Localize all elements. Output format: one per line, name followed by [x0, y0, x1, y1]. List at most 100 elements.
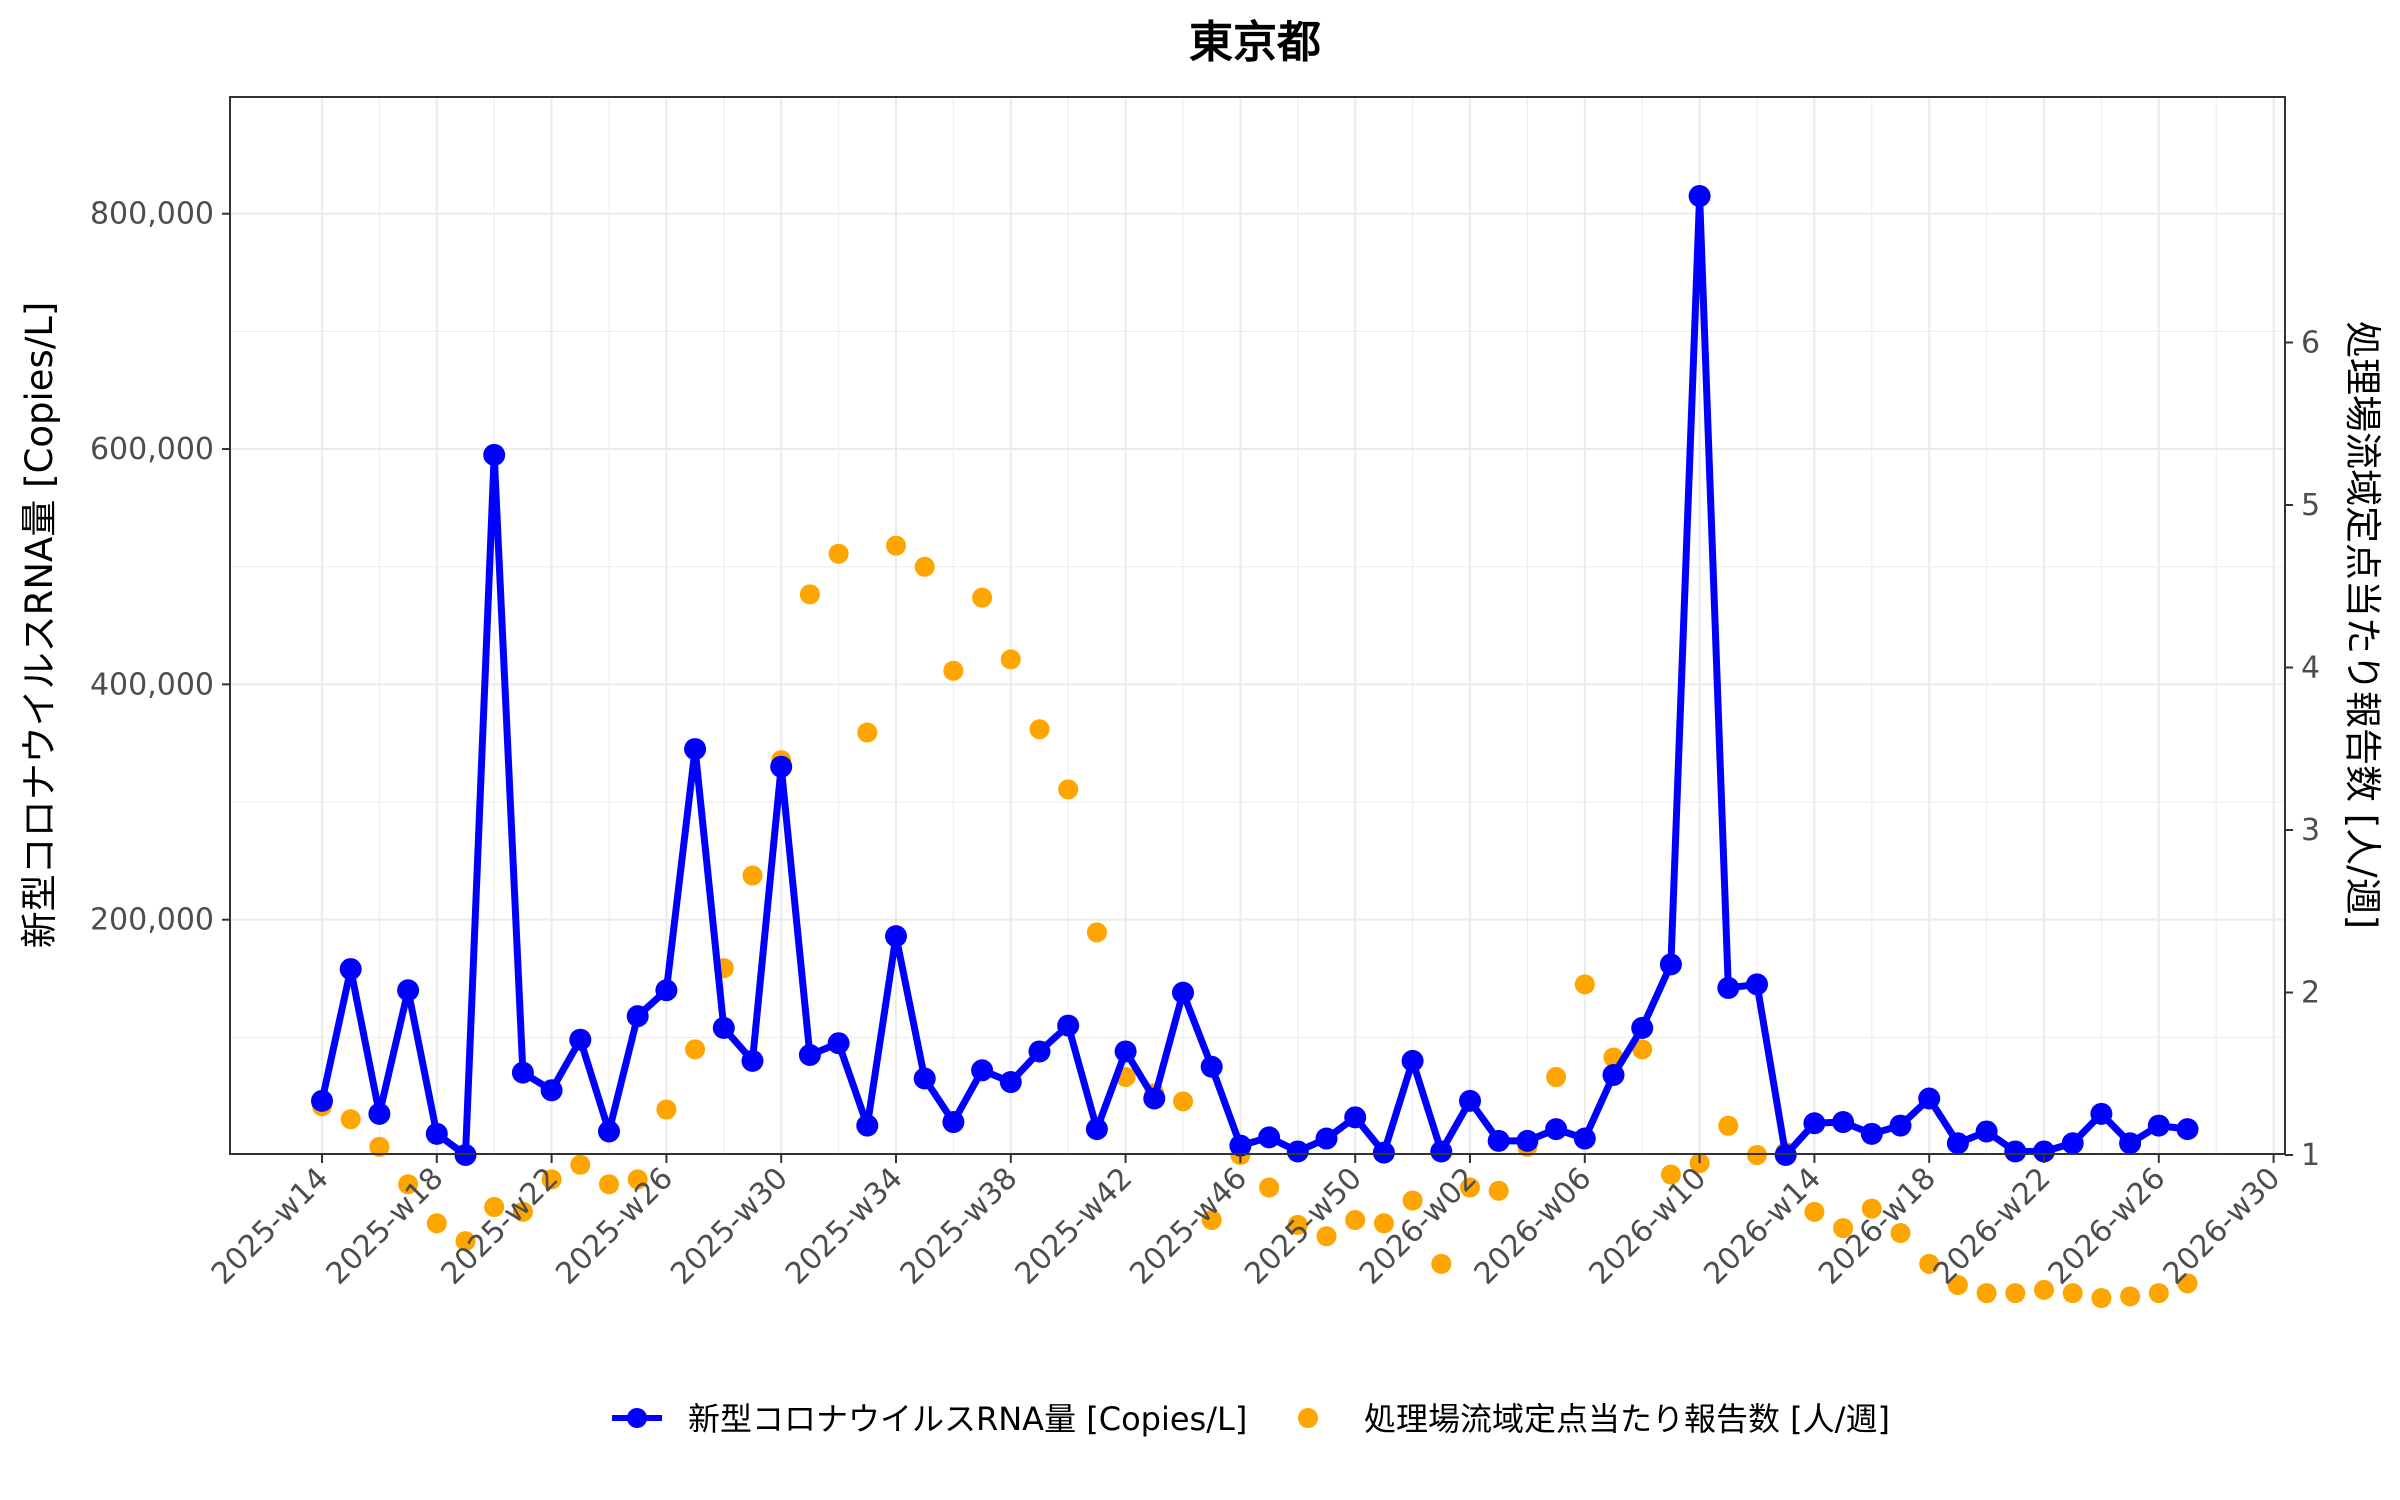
reports-point [1086, 922, 1107, 943]
rna-point [1946, 1132, 1969, 1155]
rna-point [1516, 1129, 1539, 1152]
rna-point [2061, 1132, 2084, 1155]
reports-point [828, 543, 849, 564]
reports-point [1058, 779, 1079, 800]
x-tick-label: 2025-w14 [205, 1161, 336, 1292]
x-tick-label: 2025-w22 [435, 1161, 566, 1292]
right-tick-label: 3 [2301, 813, 2320, 848]
x-tick-label: 2025-w38 [894, 1161, 1025, 1292]
rna-point [2033, 1140, 2055, 1163]
left-tick-label: 200,000 [90, 903, 214, 938]
rna-point [1258, 1126, 1281, 1149]
left-tick-label: 400,000 [90, 667, 214, 702]
x-axis: 2025-w142025-w182025-w222025-w262025-w30… [205, 1154, 2287, 1292]
rna-point [540, 1079, 563, 1102]
reports-point [1976, 1283, 1997, 1304]
rna-point [1401, 1049, 1424, 1072]
reports-point [742, 865, 763, 886]
rna-point [1286, 1140, 1309, 1163]
rna-point [1860, 1122, 1883, 1145]
reports-point [1431, 1253, 1452, 1274]
reports-point [685, 1039, 706, 1060]
reports-point [369, 1136, 390, 1157]
rna-point [2147, 1114, 2170, 1137]
left-axis: 200,000 400,000 600,000 800,000 [90, 197, 230, 938]
x-tick-label: 2026-w06 [1468, 1161, 1599, 1292]
y-right-axis-title: 処理場流域定点当たり報告数 [人/週] [2341, 321, 2384, 929]
rna-point [1114, 1040, 1137, 1063]
reports-point [1173, 1091, 1193, 1112]
left-tick-label: 600,000 [90, 432, 214, 467]
rna-point [999, 1071, 1022, 1094]
legend-rna-label: 新型コロナウイルスRNA量 [Copies/L] [688, 1400, 1247, 1438]
rna-point [311, 1089, 333, 1112]
rna-point [655, 979, 678, 1002]
reports-point [799, 584, 820, 605]
reports-point [512, 1201, 533, 1222]
rna-point [1459, 1089, 1481, 1112]
legend-item-reports: 処理場流域定点当たり報告数 [人/週] [1298, 1400, 1890, 1438]
reports-point [972, 587, 993, 608]
rna-point [1631, 1016, 1654, 1039]
reports-point [1201, 1210, 1222, 1230]
right-tick-label: 4 [2301, 651, 2320, 686]
plot-border [229, 96, 2286, 1155]
legend-reports-marker [1298, 1408, 1318, 1428]
reports-point [1488, 1180, 1509, 1201]
rna-point [368, 1102, 391, 1125]
reports-point [2005, 1283, 2026, 1304]
rna-point [2176, 1118, 2199, 1141]
reports-point [2034, 1279, 2054, 1300]
reports-point [1373, 1213, 1394, 1234]
reports-point [1402, 1190, 1423, 1211]
rna-point [798, 1043, 821, 1066]
reports-point [914, 556, 935, 577]
reports-point [570, 1154, 591, 1175]
right-tick-label: 2 [2301, 976, 2320, 1011]
rna-point [425, 1122, 448, 1145]
x-tick-label: 2026-w10 [1583, 1161, 1714, 1292]
reports-point [484, 1197, 505, 1217]
x-tick-label: 2026-w14 [1697, 1161, 1828, 1292]
reports-point [1259, 1177, 1280, 1198]
reports-point [857, 722, 878, 743]
rna-point [1717, 976, 1740, 999]
reports-point [627, 1169, 648, 1190]
x-tick-label: 2026-w26 [2042, 1161, 2173, 1292]
reports-point [1861, 1198, 1882, 1219]
rna-point [1085, 1118, 1108, 1141]
reports-point [1804, 1201, 1825, 1222]
rna-point [971, 1059, 994, 1082]
x-tick-label: 2026-w30 [2157, 1161, 2288, 1292]
rna-point [339, 958, 362, 981]
rna-point [1229, 1134, 1252, 1157]
legend: 新型コロナウイルスRNA量 [Copies/L] 処理場流域定点当たり報告数 [… [612, 1400, 1890, 1438]
left-tick-label: 800,000 [90, 197, 214, 232]
rna-point [856, 1114, 879, 1137]
reports-point [656, 1099, 677, 1120]
rna-point [2090, 1102, 2113, 1125]
rna-point [2119, 1132, 2142, 1155]
rna-point [1315, 1127, 1338, 1150]
reports-point [1460, 1177, 1480, 1198]
rna-point [1602, 1063, 1625, 1086]
rna-point [1975, 1120, 1998, 1143]
rna-point [1659, 953, 1682, 976]
reports-point [943, 660, 964, 681]
legend-item-rna: 新型コロナウイルスRNA量 [Copies/L] [612, 1400, 1247, 1438]
rna-point [827, 1032, 850, 1055]
rna-point [511, 1061, 534, 1084]
rna-point [483, 443, 506, 466]
plot-background [230, 97, 2285, 1154]
reports-point [1718, 1115, 1739, 1136]
rna-point [770, 755, 793, 778]
rna-point [1573, 1127, 1596, 1150]
x-tick-label: 2026-w02 [1353, 1161, 1484, 1292]
reports-point [599, 1174, 619, 1195]
reports-point [2120, 1286, 2141, 1307]
rna-point [1688, 185, 1711, 208]
x-tick-label: 2025-w46 [1123, 1161, 1254, 1292]
reports-point [2062, 1283, 2083, 1304]
reports-point [886, 535, 906, 556]
